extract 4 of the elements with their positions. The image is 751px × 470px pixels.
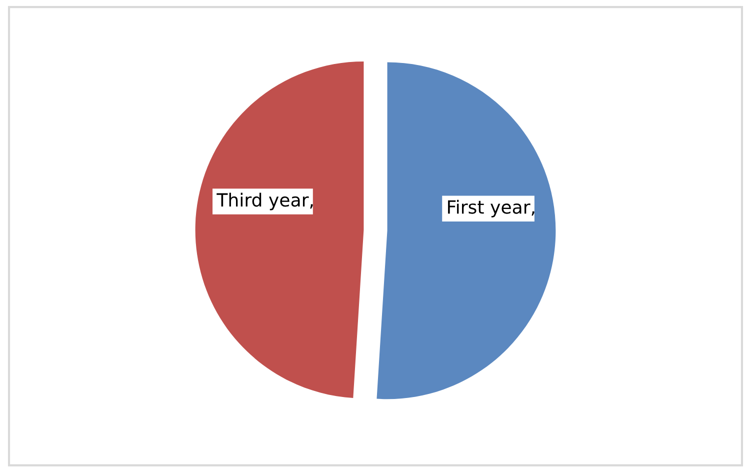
text: , xyxy=(310,204,313,209)
text: , xyxy=(532,211,534,216)
slice-label: First year xyxy=(448,200,530,218)
slice-label: Third year xyxy=(216,192,309,210)
